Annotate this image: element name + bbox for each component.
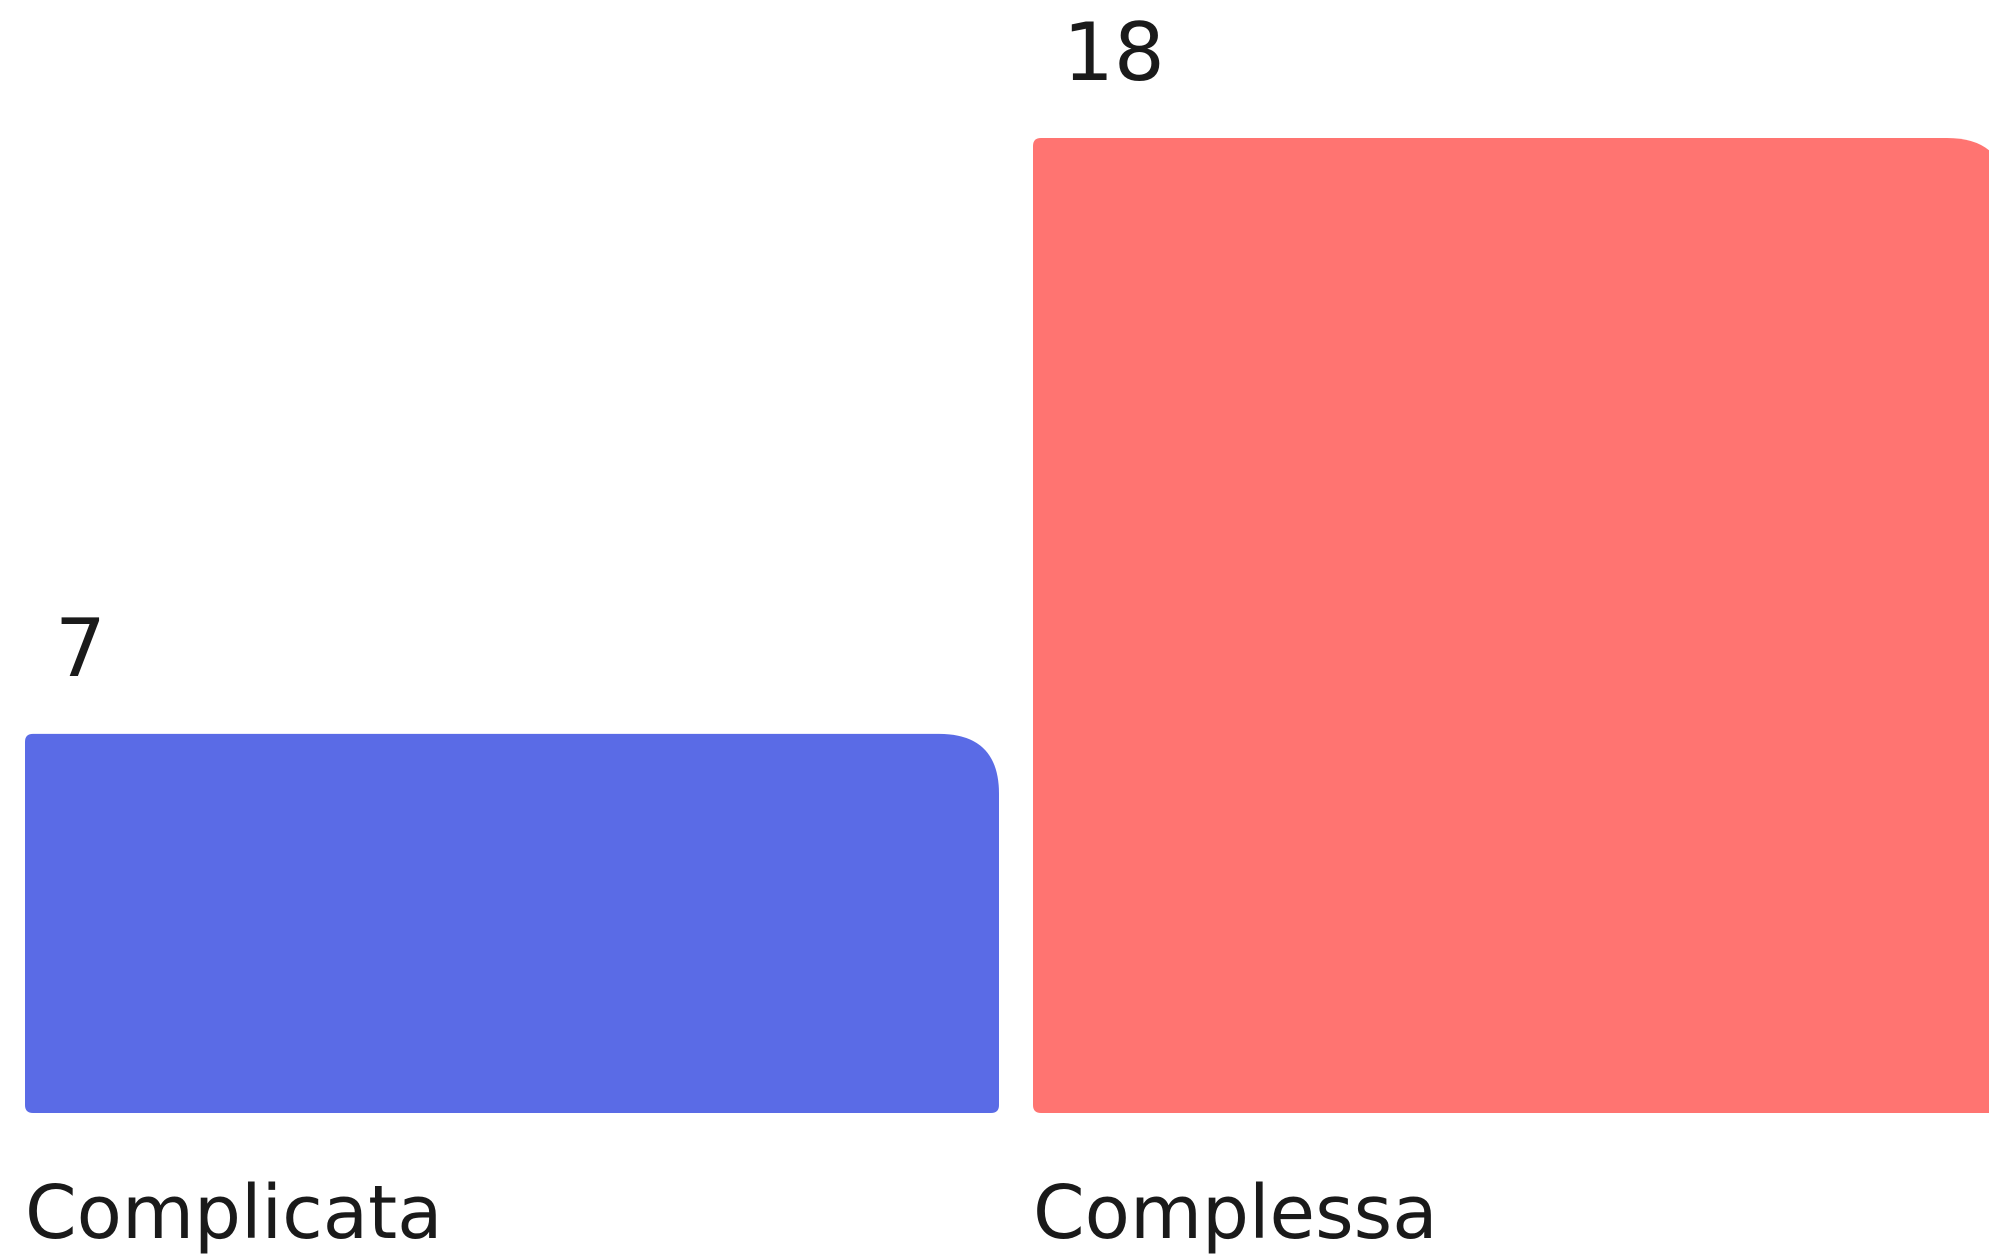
category-label-complicata: Complicata [25, 1170, 443, 1256]
bar-complicata [25, 733, 999, 1113]
bars-group [25, 138, 1989, 1113]
bar-complessa [1033, 138, 1989, 1113]
value-labels-group: 7 18 [55, 6, 1165, 695]
value-label-complicata: 7 [55, 602, 106, 695]
category-labels-group: Complicata Complessa [25, 1170, 1438, 1256]
value-label-complessa: 18 [1063, 6, 1165, 99]
category-label-complessa: Complessa [1033, 1170, 1438, 1256]
